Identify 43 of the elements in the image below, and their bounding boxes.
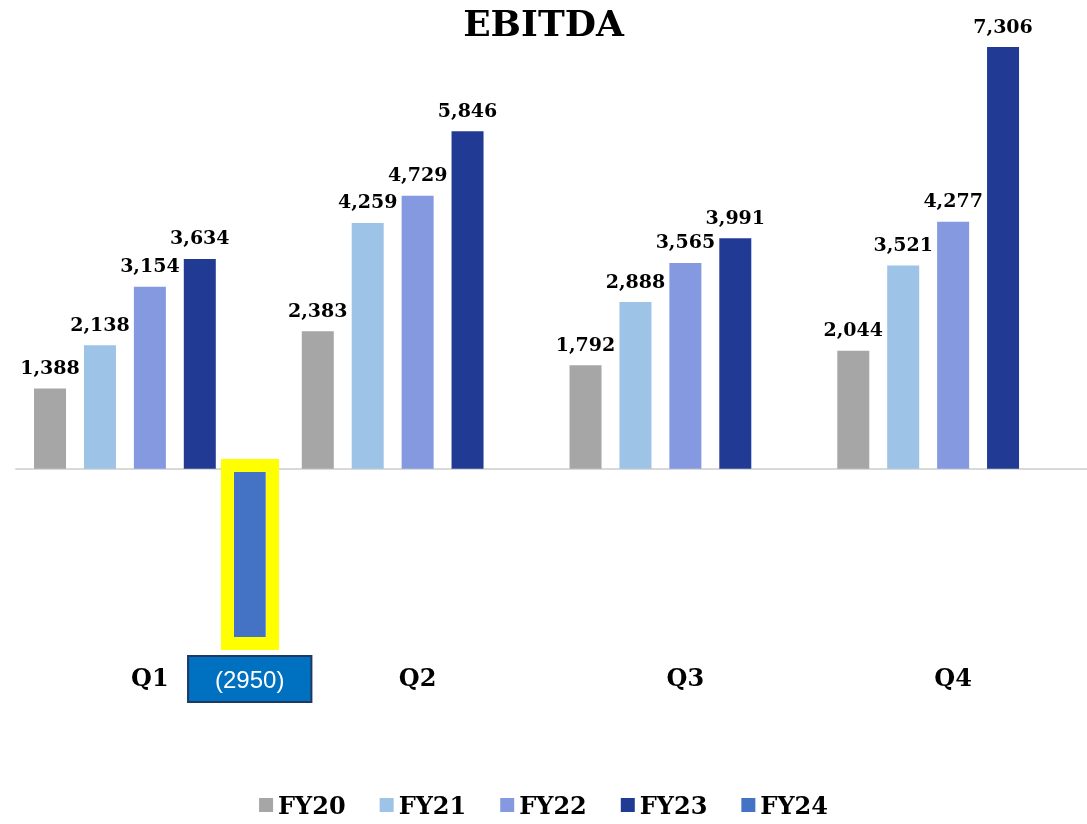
bar [301,331,334,469]
bar [133,286,166,469]
legend-label: FY21 [398,790,467,820]
bar [887,265,920,469]
bar [937,221,970,469]
data-label: 2,888 [605,269,666,292]
legend-label: FY20 [278,790,346,820]
data-label: 2,138 [70,312,130,335]
legend-label: FY23 [639,790,708,820]
data-label: 4,729 [387,163,448,186]
data-label: 1,388 [20,356,80,379]
data-label: 3,521 [873,232,933,255]
bar [83,345,116,469]
data-label: 2,044 [823,318,884,341]
bar [451,131,484,469]
data-label: 2,383 [288,298,348,321]
x-tick-label: Q3 [666,662,705,692]
data-label: 7,306 [973,14,1033,37]
bar [569,365,602,469]
data-label: 3,991 [705,205,766,228]
bar [401,195,434,469]
bar [719,238,752,469]
legend-label: FY22 [519,790,587,820]
data-label: 4,277 [923,189,983,212]
data-label: 3,154 [120,254,180,277]
x-tick-label: Q4 [934,662,972,692]
bar [619,302,652,469]
x-tick-label: Q2 [398,662,437,692]
bar [987,47,1020,469]
bar [183,258,216,469]
data-label: 4,259 [337,190,398,213]
bar [669,262,702,469]
data-label: 3,565 [655,230,716,253]
x-tick-label: Q1 [131,662,169,692]
data-label: 5,846 [437,98,498,121]
bar [837,350,870,469]
data-label: (2950) [215,665,285,693]
chart-title: EBITDA [463,2,625,44]
bar [351,222,384,469]
data-label: 3,634 [170,226,230,249]
data-label: 1,792 [555,332,616,355]
bar [34,388,67,469]
legend-label: FY24 [760,790,828,820]
